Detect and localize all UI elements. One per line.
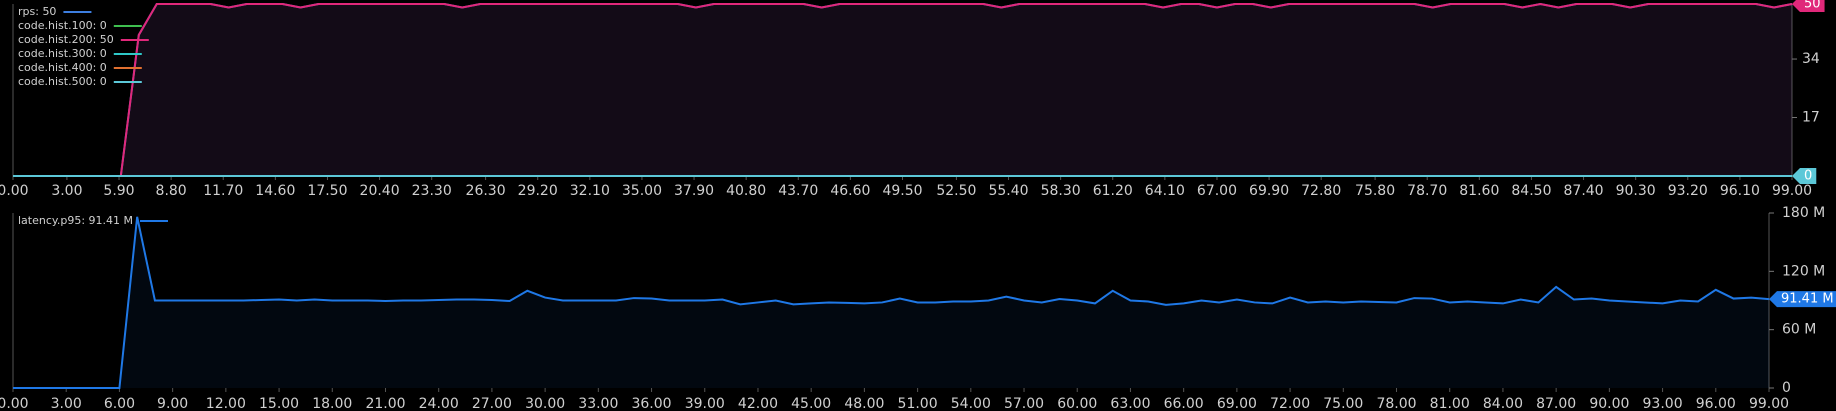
x-tick-label: 46.60 [830, 183, 870, 199]
y-tick-label: 0 [1782, 380, 1791, 396]
x-tick-label: 39.00 [685, 396, 725, 411]
x-tick-label: 87.40 [1564, 183, 1604, 199]
value-marker-label: 0 [1804, 169, 1812, 184]
x-tick-label: 69.90 [1249, 183, 1289, 199]
x-tick-label: 93.20 [1668, 183, 1708, 199]
area [13, 4, 1792, 176]
series-line [13, 216, 1770, 389]
x-tick-label: 37.90 [674, 183, 714, 199]
area [13, 4, 1792, 176]
value-marker [1769, 291, 1836, 308]
x-tick-label: 87.00 [1536, 396, 1576, 411]
x-tick-label: 81.60 [1459, 183, 1499, 199]
x-tick-label: 32.10 [570, 183, 610, 199]
x-tick-label: 84.00 [1483, 396, 1523, 411]
x-tick-label: 26.30 [466, 183, 506, 199]
x-tick-label: 0.00 [0, 183, 29, 199]
x-tick-label: 90.00 [1589, 396, 1629, 411]
x-tick-label: 99.00 [1772, 183, 1812, 199]
x-tick-label: 78.00 [1376, 396, 1416, 411]
x-tick-label: 60.00 [1057, 396, 1097, 411]
x-tick-label: 23.30 [412, 183, 452, 199]
y-tick-label: 180 M [1782, 205, 1825, 221]
value-marker-label: 91.41 M [1781, 292, 1834, 307]
x-tick-label: 58.30 [1041, 183, 1081, 199]
x-tick-label: 27.00 [472, 396, 512, 411]
x-tick-label: 29.20 [518, 183, 558, 199]
legend: latency.p95: 91.41 M [18, 214, 168, 227]
x-tick-label: 84.50 [1511, 183, 1551, 199]
legend-label: latency.p95: 91.41 M [18, 214, 133, 227]
x-tick-label: 93.00 [1643, 396, 1683, 411]
y-tick-label: 34 [1802, 51, 1820, 67]
area [13, 216, 1769, 388]
x-tick-label: 15.00 [259, 396, 299, 411]
series-line [13, 2, 1793, 177]
x-tick-label: 11.70 [203, 183, 243, 199]
legend-label: code.hist.100: 0 [18, 19, 107, 32]
x-tick-label: 40.80 [726, 183, 766, 199]
x-tick-label: 48.00 [844, 396, 884, 411]
x-tick-label: 99.00 [1749, 396, 1789, 411]
legend-label: code.hist.300: 0 [18, 47, 107, 60]
x-tick-label: 90.30 [1616, 183, 1656, 199]
x-tick-label: 78.70 [1407, 183, 1447, 199]
legend-label: rps: 50 [18, 5, 56, 18]
x-tick-label: 49.50 [882, 183, 922, 199]
x-tick-label: 67.00 [1197, 183, 1237, 199]
x-tick-label: 21.00 [365, 396, 405, 411]
legend-label: code.hist.200: 50 [18, 33, 114, 46]
x-tick-label: 12.00 [206, 396, 246, 411]
y-tick-label: 120 M [1782, 263, 1825, 279]
value-marker [1792, 168, 1817, 184]
x-tick-label: 96.00 [1696, 396, 1736, 411]
x-tick-label: 54.00 [951, 396, 991, 411]
value-marker [1792, 0, 1825, 12]
x-tick-label: 33.00 [578, 396, 618, 411]
x-tick-label: 63.00 [1110, 396, 1150, 411]
x-tick-label: 69.00 [1217, 396, 1257, 411]
y-tick-label: 17 [1802, 110, 1820, 126]
x-tick-label: 36.00 [631, 396, 671, 411]
x-tick-label: 35.00 [622, 183, 662, 199]
x-tick-label: 75.80 [1355, 183, 1395, 199]
x-tick-label: 81.00 [1430, 396, 1470, 411]
x-tick-label: 14.60 [255, 183, 295, 199]
x-tick-label: 24.00 [419, 396, 459, 411]
x-tick-label: 61.20 [1093, 183, 1133, 199]
x-tick-label: 64.10 [1145, 183, 1185, 199]
legend-label: code.hist.500: 0 [18, 75, 107, 88]
y-tick-label: 60 M [1782, 322, 1816, 338]
x-tick-label: 18.00 [312, 396, 352, 411]
x-tick-label: 9.00 [157, 396, 188, 411]
x-tick-label: 96.10 [1720, 183, 1760, 199]
x-tick-label: 72.80 [1301, 183, 1341, 199]
x-tick-label: 30.00 [525, 396, 565, 411]
x-tick-label: 43.70 [778, 183, 818, 199]
x-tick-label: 55.40 [988, 183, 1028, 199]
legend-label: code.hist.400: 0 [18, 61, 107, 74]
x-tick-label: 0.00 [0, 396, 29, 411]
x-tick-label: 6.00 [104, 396, 135, 411]
x-tick-label: 3.00 [51, 183, 82, 199]
x-tick-label: 57.00 [1004, 396, 1044, 411]
x-tick-label: 5.90 [103, 183, 134, 199]
x-tick-label: 8.80 [156, 183, 187, 199]
x-tick-label: 72.00 [1270, 396, 1310, 411]
x-tick-label: 51.00 [898, 396, 938, 411]
x-tick-label: 75.00 [1323, 396, 1363, 411]
value-marker-label: 50 [1804, 0, 1821, 12]
x-tick-label: 66.00 [1164, 396, 1204, 411]
x-tick-label: 42.00 [738, 396, 778, 411]
x-tick-label: 45.00 [791, 396, 831, 411]
x-tick-label: 52.50 [936, 183, 976, 199]
x-tick-label: 20.40 [360, 183, 400, 199]
x-tick-label: 3.00 [51, 396, 82, 411]
x-tick-label: 17.50 [307, 183, 347, 199]
